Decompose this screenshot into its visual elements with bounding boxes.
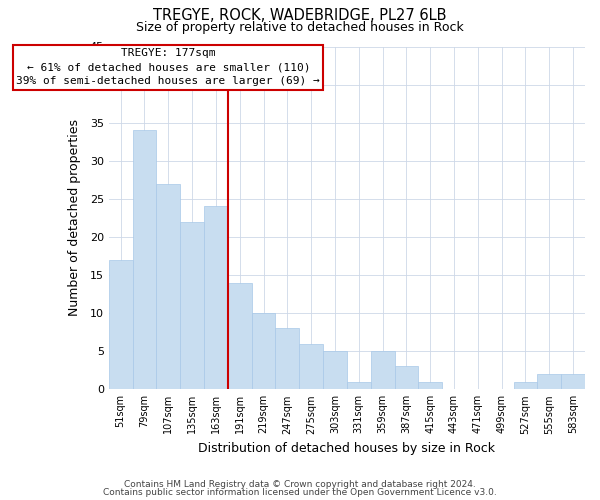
Bar (371, 351, 395, 390)
Bar (275, 328, 299, 390)
Bar (204, 206, 228, 390)
Text: Contains public sector information licensed under the Open Government Licence v3: Contains public sector information licen… (103, 488, 497, 497)
Y-axis label: Number of detached properties: Number of detached properties (68, 120, 82, 316)
Text: Size of property relative to detached houses in Rock: Size of property relative to detached ho… (136, 21, 464, 34)
Bar (228, 282, 251, 390)
Bar (251, 313, 275, 390)
Bar (323, 351, 347, 390)
Text: TREGYE: 177sqm
← 61% of detached houses are smaller (110)
39% of semi-detached h: TREGYE: 177sqm ← 61% of detached houses … (16, 48, 320, 86)
Text: Contains HM Land Registry data © Crown copyright and database right 2024.: Contains HM Land Registry data © Crown c… (124, 480, 476, 489)
Text: TREGYE, ROCK, WADEBRIDGE, PL27 6LB: TREGYE, ROCK, WADEBRIDGE, PL27 6LB (153, 8, 447, 22)
Bar (395, 366, 418, 390)
Bar (133, 130, 157, 390)
Bar (157, 184, 180, 390)
Bar (561, 374, 585, 390)
Bar (180, 222, 204, 390)
Bar (514, 382, 538, 390)
Bar (347, 382, 371, 390)
Bar (299, 344, 323, 390)
Bar (109, 260, 133, 390)
Bar (418, 382, 442, 390)
X-axis label: Distribution of detached houses by size in Rock: Distribution of detached houses by size … (199, 442, 496, 455)
Bar (538, 374, 561, 390)
